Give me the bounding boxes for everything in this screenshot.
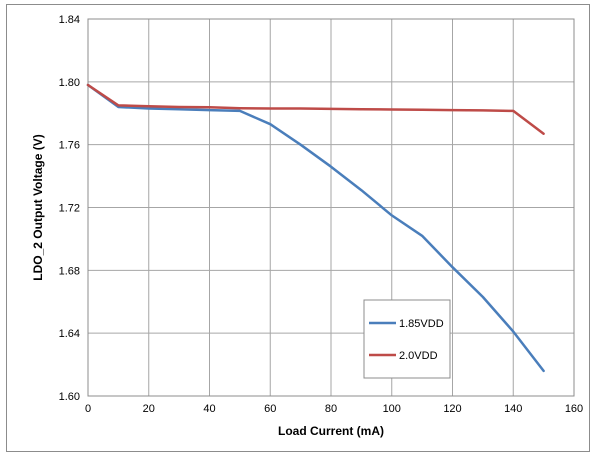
series-lines bbox=[86, 83, 545, 373]
x-tick-label: 140 bbox=[504, 403, 522, 415]
x-axis-title: Load Current (mA) bbox=[278, 424, 384, 438]
y-tick-label: 1.60 bbox=[59, 391, 80, 403]
series-line-1-85vdd bbox=[86, 83, 545, 373]
x-tick-label: 0 bbox=[85, 403, 91, 415]
grid bbox=[87, 18, 575, 397]
y-tick-label: 1.76 bbox=[59, 140, 80, 152]
y-tick-label: 1.80 bbox=[59, 77, 80, 89]
x-tick-label: 20 bbox=[143, 403, 155, 415]
x-tick-label: 40 bbox=[203, 403, 215, 415]
tick-labels: 0 20 40 60 80 100 120 140 160 1.60 1.64 1.68 1.72 1.7… bbox=[59, 14, 584, 415]
x-tick-label: 120 bbox=[443, 403, 461, 415]
y-tick-label: 1.68 bbox=[59, 265, 80, 277]
x-tick-label: 160 bbox=[565, 403, 583, 415]
y-axis-title: LDO_2 Output Voltage (V) bbox=[31, 134, 45, 280]
series-line-2-0vdd bbox=[86, 83, 545, 135]
legend: 1.85VDD 2.0VDD bbox=[363, 299, 451, 379]
x-tick-label: 80 bbox=[325, 403, 337, 415]
x-tick-label: 100 bbox=[383, 403, 401, 415]
legend-box bbox=[363, 299, 451, 379]
plot-area bbox=[87, 18, 575, 397]
legend-label-2-0vdd: 2.0VDD bbox=[399, 350, 438, 362]
legend-label-1-85vdd: 1.85VDD bbox=[399, 318, 444, 330]
x-tick-label: 60 bbox=[264, 403, 276, 415]
y-tick-label: 1.64 bbox=[59, 328, 80, 340]
chart-frame bbox=[6, 4, 590, 452]
y-tick-label: 1.72 bbox=[59, 203, 80, 215]
y-tick-label: 1.84 bbox=[59, 14, 80, 26]
